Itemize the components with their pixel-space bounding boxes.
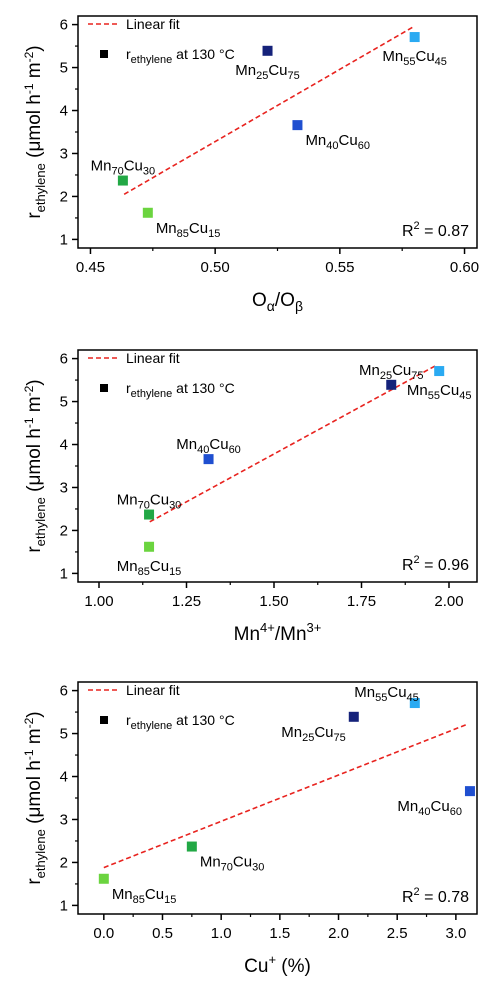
linear-fit-line [103,723,468,869]
x-axis-label: Cu+ (%) [244,952,311,977]
legend-point-label: rethylene at 130 °C [126,46,235,66]
x-tick-label: 0.0 [93,925,114,942]
point-label: Mn55Cu45 [354,684,419,704]
data-point [386,379,397,390]
legend-fit-label: Linear fit [126,682,180,698]
data-point [262,45,273,56]
x-tick-label: 1.25 [172,593,201,610]
linear-fit-line [149,364,438,523]
data-point [144,541,155,552]
chart-panel-2: 1.00 1.25 1.50 1.75 2.00 1 2 3 4 5 6 rethylene (μmo… [22,349,478,645]
x-tick-label: 0.50 [201,259,230,276]
point-label: Mn40Cu60 [397,798,462,818]
r-squared-label: R2 = 0.87 [402,220,469,240]
legend-point-label: rethylene at 130 °C [126,380,235,400]
data-point [348,711,359,722]
x-tick-label: 2.00 [434,593,463,610]
y-tick-label: 6 [60,351,68,368]
legend-fit-label: Linear fit [126,350,180,366]
y-tick-label: 1 [60,231,68,248]
y-tick-label: 3 [60,145,68,162]
x-tick-label: 1.0 [211,925,232,942]
legend-point-swatch [100,50,108,58]
point-label: Mn85Cu15 [117,558,182,578]
x-axis-label: Mn4+/Mn3+ [234,620,322,645]
data-point [203,454,214,465]
x-tick-label: 0.45 [76,259,105,276]
y-tick-label: 6 [60,17,68,34]
point-label: Mn85Cu15 [156,220,221,240]
y-tick-label: 5 [60,726,68,743]
r-squared-label: R2 = 0.78 [402,886,469,906]
y-tick-label: 4 [60,769,68,786]
data-point [98,873,109,884]
legend-fit-label: Linear fit [126,16,180,32]
point-label: Mn40Cu60 [305,132,370,152]
data-point [409,32,420,43]
x-tick-label: 2.0 [328,925,349,942]
r-squared-label: R2 = 0.96 [402,554,469,574]
x-tick-label: 0.5 [152,925,173,942]
y-tick-label: 1 [60,565,68,582]
x-axis-label: Oα/Oβ [252,290,303,314]
point-label: Mn55Cu45 [407,382,472,402]
x-tick-label: 1.00 [84,593,113,610]
y-tick-label: 2 [60,522,68,539]
y-tick-label: 2 [60,188,68,205]
x-tick-label: 1.50 [259,593,288,610]
point-label: Mn70Cu30 [91,158,156,178]
data-point [144,509,155,520]
chart-panel-3: 0.0 0.5 1.0 1.5 2.0 2.5 3.0 1 2 3 4 5 6 rethylene (μm… [22,681,478,977]
data-point [409,698,420,709]
chart-panel-1: 0.45 0.50 0.55 0.60 1 2 3 4 5 6 rethylene (μmol h-… [22,15,479,314]
y-tick-label: 3 [60,479,68,496]
point-label: Mn40Cu60 [176,436,241,456]
legend-point-swatch [100,716,108,724]
y-axis-label: rethylene (μmol h-1 m-2) [22,379,48,552]
data-point [142,207,153,218]
y-tick-label: 5 [60,60,68,77]
y-tick-label: 4 [60,103,68,120]
data-point [186,841,197,852]
data-point [434,366,445,377]
legend-point-label: rethylene at 130 °C [126,712,235,732]
point-label: Mn70Cu30 [200,854,265,874]
point-label: Mn85Cu15 [112,886,177,906]
y-tick-label: 3 [60,811,68,828]
y-axis-label: rethylene (μmol h-1 m-2) [22,711,48,884]
point-label: Mn70Cu30 [117,492,182,512]
y-tick-label: 5 [60,394,68,411]
data-point [464,786,475,797]
x-tick-label: 0.55 [325,259,354,276]
y-tick-label: 2 [60,854,68,871]
x-tick-label: 3.0 [445,925,466,942]
y-tick-label: 4 [60,437,68,454]
point-label: Mn25Cu75 [281,724,346,744]
data-point [117,175,128,186]
point-label: Mn25Cu75 [359,362,424,382]
x-tick-label: 0.60 [450,259,479,276]
y-tick-label: 6 [60,683,68,700]
point-label: Mn55Cu45 [382,48,447,68]
x-tick-label: 1.5 [269,925,290,942]
x-tick-label: 2.5 [387,925,408,942]
y-axis-label: rethylene (μmol h-1 m-2) [22,45,48,218]
x-tick-label: 1.75 [347,593,376,610]
point-label: Mn25Cu75 [235,62,300,82]
data-point [292,120,303,131]
legend-point-swatch [100,384,108,392]
y-tick-label: 1 [60,897,68,914]
